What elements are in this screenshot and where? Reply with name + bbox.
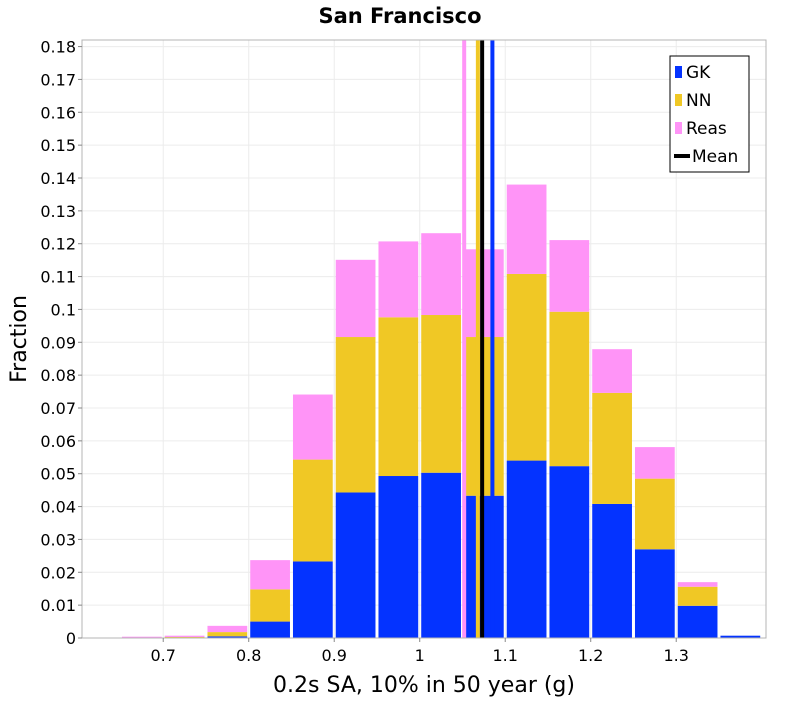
legend-label-reas: Reas: [686, 119, 727, 139]
bar-reas: [506, 184, 547, 274]
y-tick-label: 0.08: [40, 366, 76, 385]
bar-gk: [549, 466, 590, 638]
axis-ticks: 0 0.01 0.02 0.03 0.04 0.05 0.06 0.07 0.08 0.09 0.1…: [40, 38, 689, 665]
bar-reas: [378, 241, 419, 318]
y-tick-label: 0: [66, 629, 76, 648]
bar-nn: [549, 311, 590, 467]
plot-frame: [81, 39, 767, 639]
y-tick-label: 0.16: [40, 103, 76, 122]
bar-gk: [292, 561, 333, 638]
mean-lines: [462, 40, 495, 638]
legend-marker-reas: [675, 122, 682, 134]
y-tick-label: 0.1: [51, 300, 76, 319]
y-tick-label: 0.18: [40, 38, 76, 57]
y-tick-label: 0.12: [40, 235, 76, 254]
bar-reas: [335, 259, 376, 338]
y-axis-label: Fraction: [7, 295, 32, 383]
bar-nn: [634, 478, 675, 550]
x-tick-label: 1.1: [492, 646, 517, 665]
bar-gk: [506, 460, 547, 638]
bar-nn: [250, 589, 290, 622]
legend-box: [669, 55, 750, 173]
bar-nn: [207, 632, 248, 637]
bar-gk: [720, 635, 761, 638]
y-tick-label: 0.04: [40, 498, 76, 517]
bar-reas: [164, 635, 205, 638]
bar-gk: [335, 492, 376, 638]
y-tick-label: 0.15: [40, 136, 76, 155]
x-tick-label: 1.2: [578, 646, 603, 665]
bar-reas: [677, 582, 718, 587]
y-tick-label: 0.02: [40, 563, 76, 582]
bar-gk: [592, 503, 632, 638]
y-tick-label: 0.05: [40, 465, 76, 484]
bar-gk: [250, 621, 290, 638]
x-axis-label: 0.2s SA, 10% in 50 year (g): [273, 673, 575, 698]
legend-marker-nn: [675, 94, 682, 106]
y-tick-label: 0.07: [40, 399, 76, 418]
x-tick-label: 0.8: [236, 646, 261, 665]
bar-nn: [335, 337, 376, 493]
y-tick-label: 0.11: [40, 268, 76, 287]
y-tick-label: 0.09: [40, 333, 76, 352]
x-tick-label: 0.9: [321, 646, 346, 665]
bar-nn: [677, 586, 718, 606]
bar-series: [121, 184, 761, 639]
legend-label-mean: Mean: [692, 147, 738, 167]
bar-gk: [378, 476, 419, 638]
bar-gk: [634, 549, 675, 638]
bar-reas: [207, 625, 248, 633]
bar-nn: [421, 315, 461, 473]
bar-nn: [506, 273, 547, 461]
y-tick-label: 0.03: [40, 530, 76, 549]
x-tick-label: 1.3: [663, 646, 688, 665]
bar-gk: [207, 636, 248, 638]
bar-gk: [677, 605, 718, 638]
y-tick-label: 0.06: [40, 432, 76, 451]
legend-marker-gk: [675, 66, 682, 78]
bar-reas: [549, 240, 590, 312]
x-tick-label: 0.7: [150, 646, 175, 665]
bar-reas: [250, 560, 290, 590]
legend-label-gk: GK: [686, 63, 711, 83]
bar-reas: [121, 636, 162, 638]
legend: GK NN Reas Mean: [669, 55, 750, 173]
bar-reas: [592, 349, 632, 393]
bar-nn: [292, 459, 333, 562]
bar-reas: [634, 447, 675, 479]
x-tick-label: 1: [415, 646, 425, 665]
bar-nn: [378, 317, 419, 477]
bar-reas: [292, 394, 333, 460]
bar-nn: [592, 392, 632, 504]
y-tick-label: 0.01: [40, 596, 76, 615]
legend-label-nn: NN: [686, 91, 711, 111]
chart-title: San Francisco: [318, 4, 481, 28]
y-tick-label: 0.14: [40, 169, 76, 188]
bar-gk: [421, 472, 461, 638]
y-tick-label: 0.17: [40, 70, 76, 89]
bar-reas: [421, 233, 461, 316]
y-tick-label: 0.13: [40, 202, 76, 221]
